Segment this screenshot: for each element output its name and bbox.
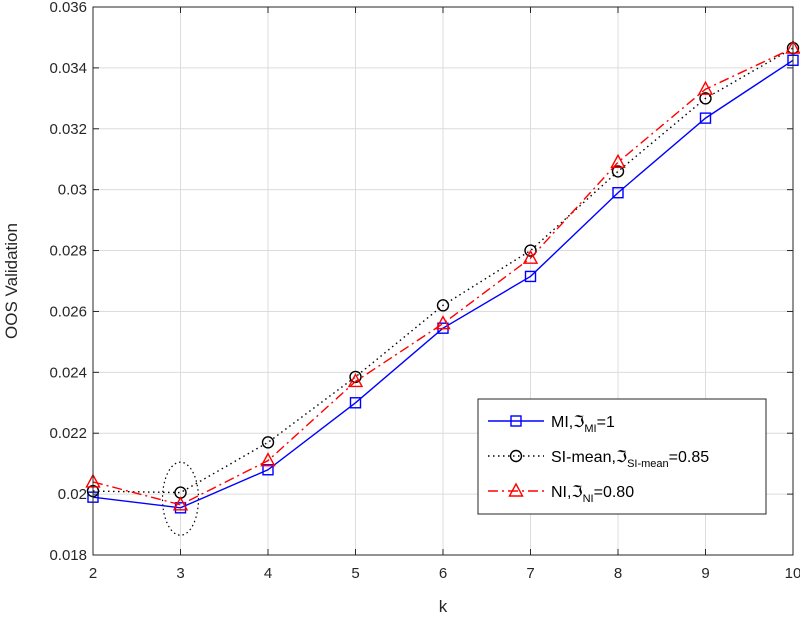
series-si <box>86 41 800 499</box>
x-tick-label: 5 <box>351 565 359 582</box>
legend-marker-si <box>509 449 523 463</box>
data-point-si <box>611 165 625 178</box>
data-point-ni <box>697 80 714 95</box>
x-tick-label: 4 <box>264 565 272 582</box>
x-axis-label: k <box>439 597 448 616</box>
x-tick-label: 2 <box>89 565 97 582</box>
annotation-layer <box>161 461 200 536</box>
y-axis-label: OOS Validation <box>2 223 21 339</box>
data-point-si <box>261 436 275 449</box>
x-tick-label: 10 <box>785 565 800 582</box>
y-tick-label: 0.02 <box>58 486 87 503</box>
data-point-si <box>524 244 537 257</box>
x-tick-label: 7 <box>526 565 534 582</box>
y-tick-label: 0.036 <box>49 0 87 16</box>
series-line-si <box>92 47 794 494</box>
y-tick-label: 0.03 <box>58 182 87 199</box>
data-point-mi <box>262 464 274 476</box>
legend-label-mi: MI,ℑMI=1 <box>551 414 615 435</box>
axis-ticks: 2 3 4 5 6 7 8 9 10 0.018 0.02 0.022 0.024 0.026 0.028 0… <box>49 0 800 582</box>
y-tick-label: 0.028 <box>49 243 87 260</box>
x-tick-label: 3 <box>176 565 184 582</box>
data-point-ni <box>522 249 539 264</box>
data-point-mi <box>699 112 712 124</box>
y-tick-label: 0.032 <box>49 121 87 138</box>
dotted-ellipse-annotation <box>161 461 200 536</box>
data-point-ni <box>172 496 189 511</box>
data-point-mi <box>349 397 362 409</box>
y-tick-label: 0.022 <box>49 425 87 442</box>
legend-marker-mi <box>510 415 522 427</box>
data-point-si <box>699 92 712 105</box>
legend-box <box>477 398 767 515</box>
legend-label-ni: NI,ℑNI=0.80 <box>551 484 634 505</box>
data-point-ni <box>260 452 276 467</box>
data-point-ni <box>610 153 626 168</box>
data-point-mi <box>524 270 537 283</box>
series-line-ni <box>92 47 794 506</box>
series-layer <box>85 39 800 514</box>
x-tick-label: 8 <box>614 565 622 582</box>
data-point-si <box>436 299 450 312</box>
x-tick-label: 6 <box>439 565 447 582</box>
x-tick-label: 9 <box>701 565 709 582</box>
data-point-mi <box>612 187 624 199</box>
legend-marker-ni <box>508 482 524 497</box>
legend: MI,ℑMI=1 SI-mean,ℑSI-mean=0.85 NI,ℑNI=0.80 <box>477 398 767 515</box>
y-tick-label: 0.034 <box>49 60 87 77</box>
y-tick-label: 0.024 <box>49 364 87 381</box>
y-tick-label: 0.018 <box>49 547 87 564</box>
y-tick-label: 0.026 <box>49 303 87 320</box>
data-point-ni <box>435 315 451 330</box>
data-point-ni <box>347 372 364 388</box>
legend-label-si: SI-mean,ℑSI-mean=0.85 <box>551 449 709 470</box>
